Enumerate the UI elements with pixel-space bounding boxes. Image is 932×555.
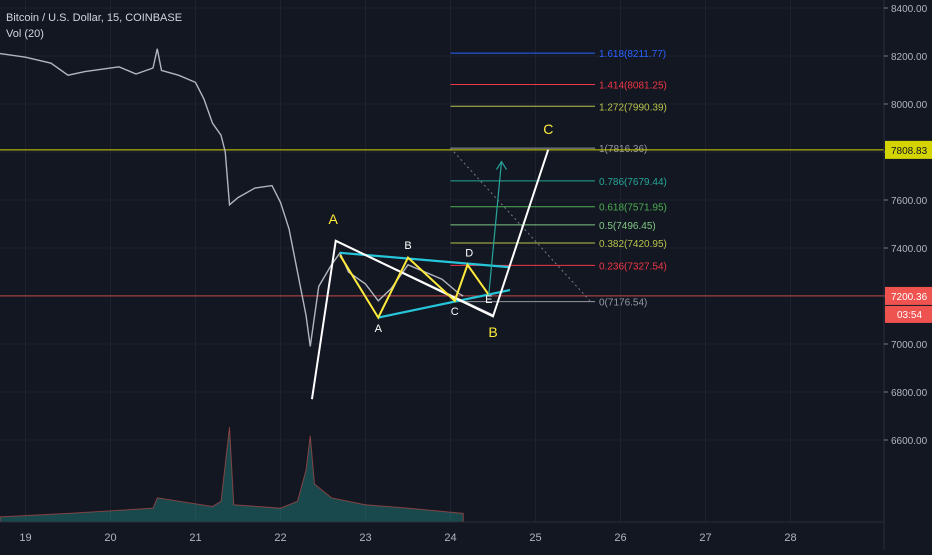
triangle-label-c: C: [451, 306, 459, 318]
time-tick-label: 28: [784, 532, 796, 544]
price-tick-label: 8400.00: [891, 4, 928, 15]
time-tick-label: 27: [699, 532, 711, 544]
abc-wave-line[interactable]: [310, 149, 550, 400]
wave-drawings[interactable]: A B C A B C D E: [310, 121, 592, 400]
wave-label-c: C: [543, 121, 553, 137]
triangle-label-d: D: [465, 247, 473, 259]
time-tick-label: 26: [614, 532, 626, 544]
fib-level-label: 0.618(7571.95): [599, 203, 667, 214]
price-tick-label: 7400.00: [891, 244, 928, 255]
legend: Bitcoin / U.S. Dollar, 15, COINBASE Vol …: [6, 10, 182, 42]
time-tick-label: 19: [19, 532, 31, 544]
wave-label-a: A: [329, 211, 339, 227]
time-tick-label: 25: [529, 532, 541, 544]
time-tick-label: 24: [444, 532, 456, 544]
volume-area: [0, 426, 464, 523]
fib-level-label: 0.236(7327.54): [599, 261, 667, 272]
fib-level-label: 0.786(7679.44): [599, 177, 667, 188]
triangle-label-e: E: [485, 294, 492, 306]
current-price-badge-text: 7200.36: [891, 292, 928, 303]
price-series: [0, 48, 884, 347]
fib-level-label: 0.382(7420.95): [599, 239, 667, 250]
triangle-label-a: A: [375, 323, 383, 335]
volume-indicator-label[interactable]: Vol (20): [6, 28, 44, 40]
alert-level-badge-text: 7808.83: [891, 146, 928, 157]
time-tick-label: 20: [104, 532, 116, 544]
fib-level-label: 0(7176.54): [599, 298, 647, 309]
price-tick-label: 8000.00: [891, 100, 928, 111]
time-tick-label: 22: [274, 532, 286, 544]
price-tick-label: 6600.00: [891, 436, 928, 447]
fib-level-label: 1.618(8211.77): [599, 49, 666, 60]
grid: [0, 0, 884, 522]
price-tick-label: 7000.00: [891, 340, 928, 351]
time-tick-label: 21: [189, 532, 201, 544]
current-price-badge: [885, 286, 932, 305]
abcde-wave-line[interactable]: [339, 254, 490, 320]
fib-level-label: 1.272(7990.39): [599, 102, 667, 113]
target-arrow-shaft[interactable]: [488, 161, 503, 295]
bar-countdown-text: 03:54: [897, 310, 922, 321]
triangle-label-b: B: [404, 240, 411, 252]
triangle-trendline[interactable]: [339, 251, 511, 269]
price-tick-label: 8200.00: [891, 52, 928, 63]
bar-countdown-badge: [885, 305, 932, 323]
price-tick-label: 7600.00: [891, 196, 928, 207]
alert-level-badge[interactable]: [885, 140, 932, 159]
wave-label-b: B: [488, 324, 497, 340]
volume-bars: [0, 426, 464, 523]
time-tick-label: 23: [359, 532, 371, 544]
price-tick-label: 6800.00: [891, 388, 928, 399]
symbol-title[interactable]: Bitcoin / U.S. Dollar, 15, COINBASE: [6, 12, 183, 24]
target-arrow-head: [495, 160, 508, 170]
fib-level-label: 1.414(8081.25): [599, 81, 667, 92]
fib-level-label: 0.5(7496.45): [599, 221, 656, 232]
price-line: [0, 48, 464, 347]
